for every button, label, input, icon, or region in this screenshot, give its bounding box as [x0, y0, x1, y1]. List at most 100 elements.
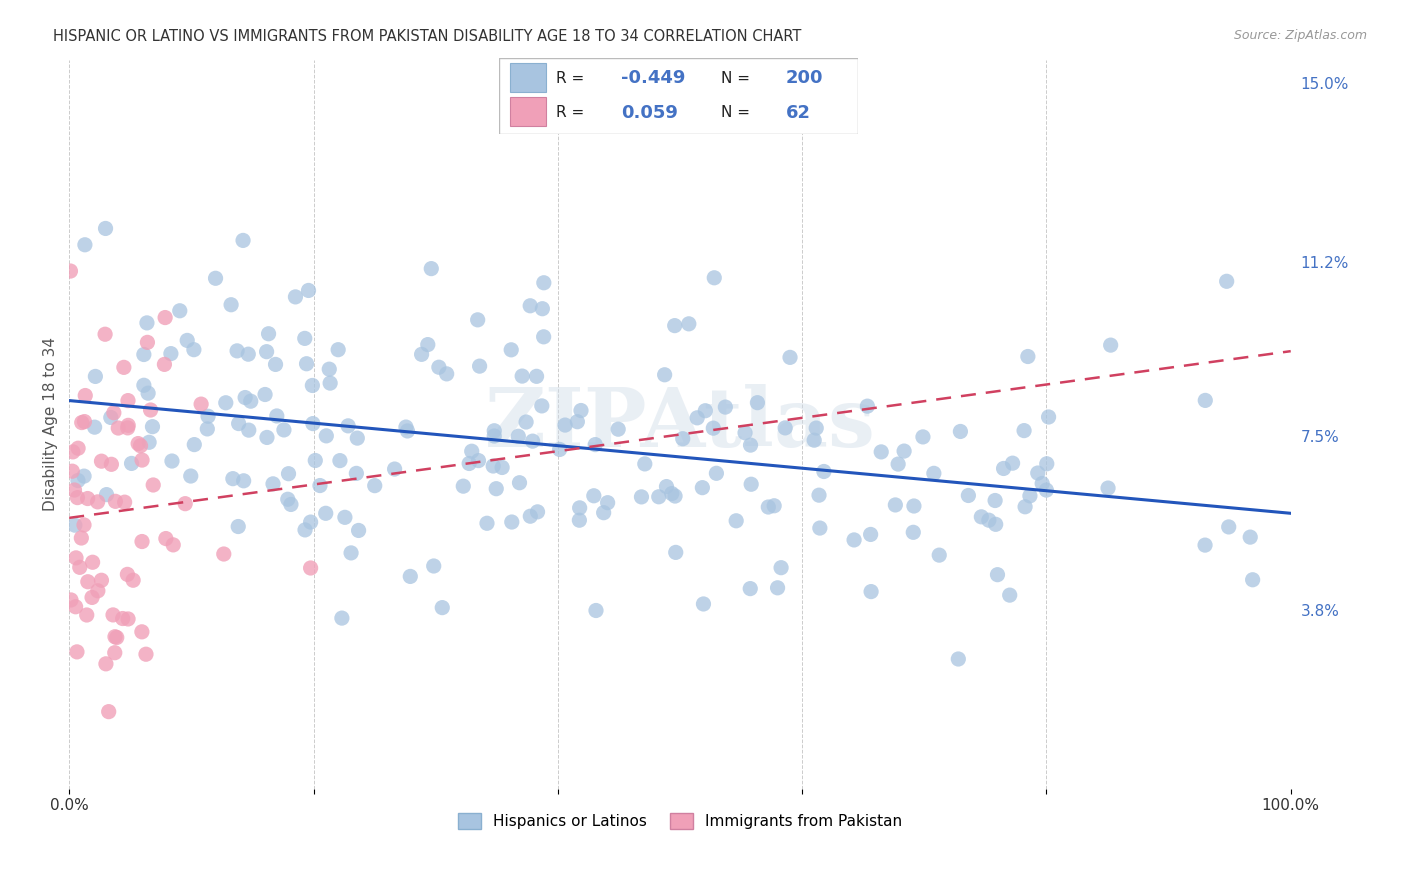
Point [90, 574, 112, 588]
Point [986, 567, 1008, 582]
Point [530, 399, 553, 413]
Point [779, 351, 801, 365]
Point [90, 454, 112, 468]
Point [70, 531, 93, 545]
Point [491, 460, 513, 475]
Point [59, 593, 82, 607]
Point [315, 506, 337, 520]
Point [592, 506, 614, 520]
Point [1036, 457, 1059, 471]
Point [256, 430, 278, 444]
Point [301, 378, 323, 392]
Point [131, 534, 153, 549]
Point [526, 505, 548, 519]
Point [664, 489, 686, 503]
Point [468, 359, 491, 373]
Point [238, 347, 260, 361]
Point [911, 430, 934, 444]
Point [1014, 500, 1036, 514]
Point [695, 403, 717, 417]
Point [330, 611, 353, 625]
Point [416, 337, 439, 351]
Point [740, 438, 762, 452]
Point [69, 560, 91, 574]
Point [277, 467, 299, 481]
Point [661, 486, 683, 500]
Point [485, 482, 508, 496]
Point [432, 600, 454, 615]
Point [984, 517, 1007, 532]
Point [510, 369, 533, 384]
Point [212, 547, 235, 561]
Point [142, 478, 165, 492]
Point [515, 415, 537, 429]
Point [773, 421, 796, 435]
Point [73, 469, 96, 483]
Text: N =: N = [721, 105, 755, 120]
Point [315, 429, 337, 443]
Point [73, 415, 96, 429]
Point [295, 357, 318, 371]
Point [176, 334, 198, 348]
Point [104, 630, 127, 644]
Point [75, 388, 97, 402]
Point [1001, 456, 1024, 470]
Point [678, 317, 700, 331]
Point [763, 499, 786, 513]
Point [299, 561, 322, 575]
Point [519, 509, 541, 524]
Point [333, 510, 356, 524]
Point [347, 524, 370, 538]
Point [703, 270, 725, 285]
Point [183, 437, 205, 451]
Point [467, 313, 489, 327]
Point [501, 515, 523, 529]
Point [427, 360, 450, 375]
Point [803, 433, 825, 447]
Point [859, 527, 882, 541]
Point [94, 657, 117, 671]
Point [1017, 350, 1039, 364]
Text: -0.449: -0.449 [621, 70, 685, 87]
Point [256, 344, 278, 359]
Point [922, 467, 945, 481]
Point [884, 498, 907, 512]
Point [65, 550, 87, 565]
Point [1097, 481, 1119, 495]
Point [337, 418, 360, 433]
Point [190, 397, 212, 411]
Point [266, 409, 288, 423]
Point [127, 436, 149, 450]
Point [957, 488, 980, 502]
Point [299, 515, 322, 529]
Point [533, 276, 555, 290]
Point [860, 584, 883, 599]
Point [114, 495, 136, 509]
Point [129, 439, 152, 453]
Point [1099, 338, 1122, 352]
Point [122, 573, 145, 587]
Point [554, 418, 576, 433]
Point [254, 387, 277, 401]
Point [131, 624, 153, 639]
Point [1215, 274, 1237, 288]
Point [329, 453, 352, 467]
Point [174, 497, 197, 511]
Point [948, 652, 970, 666]
Point [583, 437, 606, 451]
Point [297, 284, 319, 298]
Point [607, 422, 630, 436]
Bar [510, 63, 546, 92]
Point [1038, 409, 1060, 424]
Point [467, 453, 489, 467]
Point [740, 582, 762, 596]
Point [813, 465, 835, 479]
Text: 0.059: 0.059 [621, 103, 678, 121]
Point [138, 435, 160, 450]
Point [395, 420, 418, 434]
Point [692, 597, 714, 611]
Point [648, 490, 671, 504]
Point [96, 487, 118, 501]
Point [239, 394, 262, 409]
Point [747, 395, 769, 409]
